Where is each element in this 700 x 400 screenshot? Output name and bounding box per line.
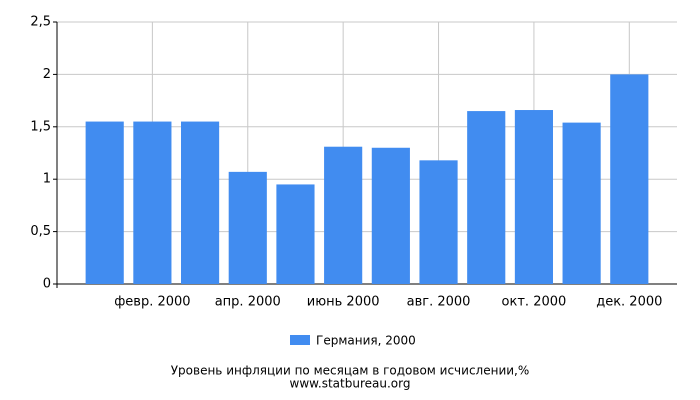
bar — [562, 122, 601, 284]
y-tick-label: 0,5 — [30, 224, 51, 239]
y-tick-label: 1,5 — [30, 119, 51, 134]
x-tick-label: апр. 2000 — [215, 295, 281, 310]
bar — [133, 121, 172, 284]
bar — [324, 146, 363, 284]
x-tick-label: июнь 2000 — [307, 295, 380, 310]
bar — [419, 160, 458, 284]
bar — [181, 121, 220, 284]
legend-label: Германия, 2000 — [316, 334, 416, 348]
y-tick-label: 2,5 — [30, 15, 51, 30]
x-tick-label: окт. 2000 — [502, 295, 567, 310]
x-tick-label: авг. 2000 — [407, 295, 471, 310]
x-tick-label: дек. 2000 — [596, 295, 662, 310]
bar — [276, 184, 315, 284]
y-tick-label: 1 — [43, 172, 51, 187]
bar — [610, 74, 649, 285]
source: www.statbureau.org — [290, 377, 411, 391]
legend-swatch — [290, 335, 310, 345]
chart-title: Уровень инфляции по месяцам в годовом ис… — [171, 364, 530, 378]
y-tick-label: 0 — [43, 277, 51, 292]
bar — [371, 147, 410, 284]
bar — [85, 121, 124, 284]
bar — [228, 171, 267, 284]
x-tick-label: февр. 2000 — [114, 295, 190, 310]
y-tick-label: 2 — [43, 67, 51, 82]
bar — [467, 111, 506, 284]
bar — [514, 110, 553, 284]
